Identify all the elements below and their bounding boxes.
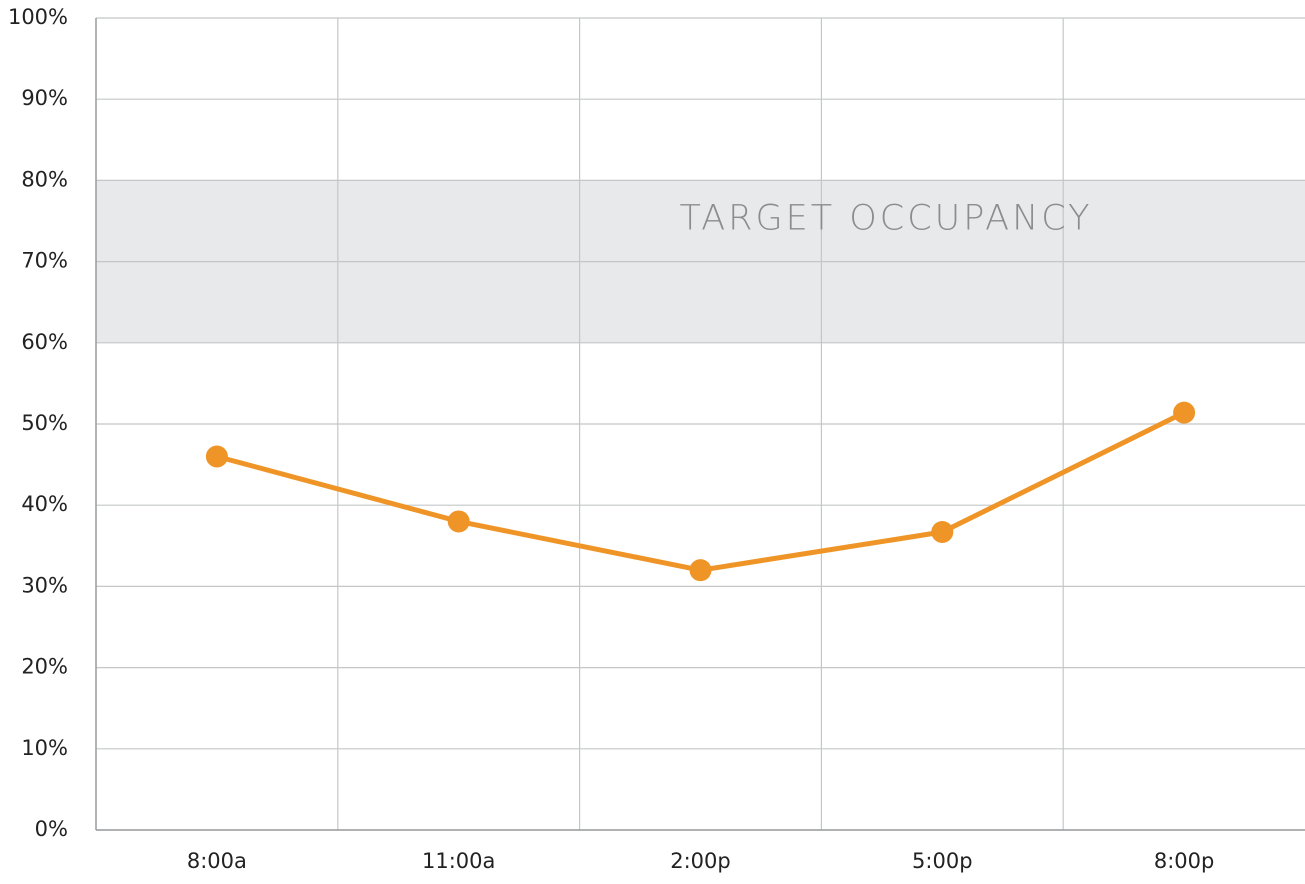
y-tick-label: 90% <box>21 86 68 110</box>
y-tick-label: 10% <box>21 736 68 760</box>
x-tick-label: 5:00p <box>912 849 973 873</box>
annotation: TARGET OCCUPANCY <box>680 198 1093 238</box>
data-point <box>447 510 470 533</box>
data-point <box>689 559 712 582</box>
y-tick-label: 40% <box>21 492 68 516</box>
y-tick-label: 20% <box>21 655 68 679</box>
y-tick-label: 50% <box>21 411 68 435</box>
y-tick-label: 0% <box>35 817 68 841</box>
data-point <box>1173 401 1196 424</box>
y-tick-label: 70% <box>21 249 68 273</box>
y-tick-label: 100% <box>8 5 68 29</box>
x-tick-label: 11:00a <box>422 849 495 873</box>
y-tick-label: 80% <box>21 167 68 191</box>
data-point <box>205 445 228 468</box>
data-point <box>931 520 954 543</box>
y-tick-label: 30% <box>21 573 68 597</box>
series-line <box>216 410 1186 573</box>
x-tick-label: 2:00p <box>670 849 731 873</box>
y-tick-label: 60% <box>21 330 68 354</box>
x-tick-label: 8:00p <box>1154 849 1215 873</box>
x-tick-label: 8:00a <box>187 849 247 873</box>
